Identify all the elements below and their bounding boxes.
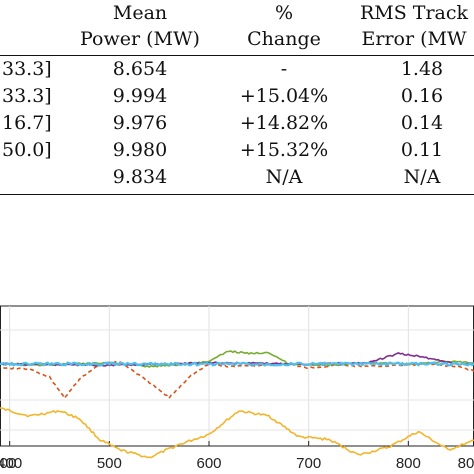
series-line-5 — [0, 361, 474, 367]
header-mean-line2: Power (MW) — [80, 28, 200, 50]
row-3-label: 16.7] — [2, 112, 52, 134]
x-tick-label: 500 — [97, 455, 122, 472]
x-tick-label: 600 — [196, 455, 221, 472]
x-tick-label: 800 — [396, 455, 421, 472]
row-1-label: 33.3] — [2, 58, 52, 80]
header-mean-line1: Mean — [112, 2, 168, 24]
table-bottom-rule — [0, 194, 474, 196]
series-line-2 — [0, 360, 474, 400]
row-4-label: 50.0] — [2, 139, 52, 161]
row-4-change: +15.32% — [239, 139, 329, 161]
x-tick-label: 400 — [0, 455, 22, 472]
row-4-power: 9.980 — [112, 139, 168, 161]
row-3-error: 0.14 — [400, 112, 444, 134]
line-chart: 400 500 600 700 800 00 80 — [0, 300, 474, 474]
row-2-label: 33.3] — [2, 85, 52, 107]
row-3-power: 9.976 — [112, 112, 168, 134]
row-2-power: 9.994 — [112, 85, 168, 107]
header-change-line2: Change — [247, 28, 321, 50]
x-tick-label: 700 — [296, 455, 321, 472]
row-4-error: 0.11 — [400, 139, 444, 161]
x-tick-label-right-edge: 80 — [458, 455, 474, 472]
row-2-error: 0.16 — [400, 85, 444, 107]
x-tick-label-left-edge: 00 — [0, 455, 16, 472]
header-change-line1: % — [274, 2, 294, 24]
header-error-line1: RMS Track — [359, 2, 469, 24]
row-1-change: - — [280, 58, 288, 80]
header-rule — [0, 55, 474, 56]
row-5-power: 9.834 — [112, 166, 168, 188]
line-chart-svg: 400 500 600 700 800 00 80 — [0, 305, 474, 472]
row-5-error: N/A — [403, 166, 441, 188]
plot-frame — [0, 305, 474, 447]
row-2-change: +15.04% — [239, 85, 329, 107]
series-line-1 — [0, 407, 474, 459]
header-error-line2: Error (MW — [361, 28, 467, 50]
row-3-change: +14.82% — [239, 112, 329, 134]
row-1-power: 8.654 — [112, 58, 168, 80]
row-1-error: 1.48 — [400, 58, 444, 80]
results-table: Mean Power (MW) % Change RMS Track Error… — [0, 0, 474, 200]
row-5-change: N/A — [265, 166, 303, 188]
